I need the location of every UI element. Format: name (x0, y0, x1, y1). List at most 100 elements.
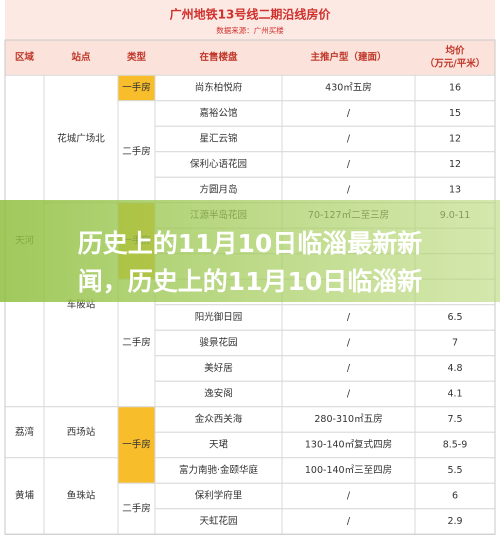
cell-text: / (347, 338, 351, 349)
cell-text: / (347, 389, 351, 400)
cell (154, 329, 283, 357)
cell (281, 125, 416, 153)
cell (281, 355, 416, 382)
cell-text: 100-140㎡三至四房 (305, 464, 392, 476)
cell-text: 4.1 (447, 389, 462, 400)
group-label: 二手房 (122, 145, 151, 157)
cell (414, 508, 496, 535)
cell-text: 7 (452, 338, 458, 349)
cell-text: / (347, 185, 351, 196)
cell-text: 6 (452, 491, 458, 502)
cell-text: 嘉裕公馆 (199, 107, 237, 119)
cell-text: / (347, 491, 351, 502)
cell-text: / (347, 134, 351, 145)
banner (0, 200, 500, 302)
cell-text: / (347, 312, 351, 323)
column-header: 在售楼盘 (199, 51, 238, 63)
cell (281, 380, 416, 408)
cell (414, 482, 496, 510)
group-label: 黄埔 (15, 490, 35, 502)
cell-text: 逸安阁 (204, 388, 233, 400)
group-label: 荔湾 (15, 426, 35, 438)
group-cell (4, 406, 45, 459)
cell-text: 4.8 (447, 363, 462, 374)
group-cell (117, 482, 156, 535)
cell-text: 8.5-9 (443, 440, 468, 451)
group-cell (43, 457, 119, 535)
title: 广州地铁13号线二期沿线房价 (170, 7, 332, 22)
subtitle: 数据来源：广州买楼 (216, 25, 284, 35)
cell-text: 天虹花园 (199, 515, 237, 527)
cell-text: 15 (449, 108, 461, 119)
cell-text: 阳光御日园 (195, 311, 243, 323)
cell (281, 74, 416, 102)
cell (154, 406, 283, 433)
cell-text: 天珺 (209, 440, 229, 451)
cell-text: 12 (449, 159, 461, 170)
cell-text: 2.9 (447, 516, 462, 527)
cell (154, 457, 283, 484)
cell (414, 329, 496, 357)
group-label: 二手房 (122, 337, 151, 349)
cell-text: / (347, 159, 351, 170)
group-label: 花城广场北 (57, 133, 105, 145)
cell-text: 280-310㎡五房 (314, 413, 382, 425)
column-header: 均价 (445, 45, 465, 57)
cell-text: 富力南驰·金颐华庭 (179, 464, 259, 476)
cell (281, 508, 416, 535)
group-label: 二手房 (122, 502, 151, 514)
column-header: 类型 (127, 51, 147, 63)
cell (281, 457, 416, 484)
column-header: 区域 (15, 51, 35, 63)
group-cell (117, 406, 156, 484)
cell (414, 355, 496, 382)
cell-text: 130-140㎡复式四房 (305, 439, 392, 451)
column-header: 主推户型（建面） (310, 51, 386, 63)
banner-line: 历史上的11月10日临淄最新新 (78, 229, 423, 258)
cell-text: 13 (449, 185, 461, 196)
cell-text: 430㎡五房 (325, 82, 372, 94)
cell (154, 508, 283, 535)
cell (154, 482, 283, 510)
cell (154, 100, 283, 127)
cell (281, 431, 416, 459)
cell-text: 金众西关海 (195, 413, 243, 425)
cell-text: 方圆月岛 (199, 184, 237, 196)
cell (154, 176, 283, 204)
group-cell (4, 457, 45, 535)
cell-text: 美好居 (204, 362, 233, 374)
group-label: 一手房 (122, 82, 151, 94)
cell (154, 74, 283, 102)
cell-text: / (347, 363, 351, 374)
group-cell (117, 100, 156, 204)
cell (154, 431, 283, 459)
cell (281, 406, 416, 433)
group-label: 西场站 (67, 426, 96, 438)
header-row (5, 40, 495, 76)
group-cell (43, 74, 119, 204)
cell-text: 骏景花园 (199, 337, 237, 349)
banner-line: 闻，历史上的11月10日临淄新 (78, 267, 423, 296)
cell-text: 尚东柏悦府 (195, 82, 243, 94)
cell (154, 151, 283, 178)
cell-text: 保利学府里 (195, 490, 243, 502)
cell (414, 100, 496, 127)
column-header: 站点 (71, 51, 91, 63)
cell-text: / (347, 108, 351, 119)
cell (281, 176, 416, 204)
column-header: （万元/平米） (425, 58, 485, 70)
group-cell (43, 406, 119, 459)
group-label: 鱼珠站 (67, 490, 96, 502)
cell-text: 6.5 (447, 312, 462, 323)
cell (281, 100, 416, 127)
cell-text: 星汇云锦 (199, 133, 237, 145)
cell (414, 151, 496, 178)
cell-text: 16 (449, 83, 461, 94)
cell-text: / (347, 516, 351, 527)
cell-text: 保利心语花园 (190, 158, 247, 170)
cell (414, 304, 496, 331)
group-label: 一手房 (122, 439, 151, 451)
cell-text: 12 (449, 134, 461, 145)
cell-text: 7.5 (447, 414, 462, 425)
